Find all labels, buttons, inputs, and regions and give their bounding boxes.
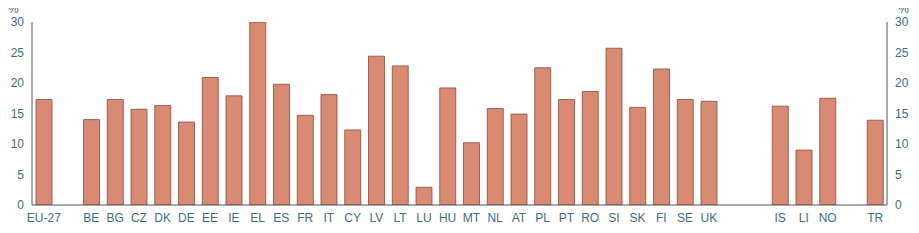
svg-text:PT: PT [559,211,575,225]
svg-text:FR: FR [297,211,313,225]
svg-text:BG: BG [106,211,123,225]
svg-text:10: 10 [895,137,909,151]
svg-text:LT: LT [394,211,408,225]
svg-text:20: 20 [895,76,909,90]
svg-text:FI: FI [656,211,667,225]
svg-text:SI: SI [608,211,619,225]
svg-text:SK: SK [630,211,646,225]
svg-text:0: 0 [895,198,902,212]
svg-text:CY: CY [344,211,361,225]
svg-text:IE: IE [228,211,239,225]
svg-text:MT: MT [463,211,481,225]
svg-text:EU-27: EU-27 [27,211,61,225]
svg-text:25: 25 [11,46,25,60]
svg-text:SE: SE [677,211,693,225]
svg-text:NL: NL [487,211,503,225]
svg-text:LV: LV [369,211,383,225]
svg-text:30: 30 [11,15,25,29]
svg-text:5: 5 [17,168,24,182]
svg-text:EE: EE [202,211,218,225]
svg-text:10: 10 [11,137,25,151]
svg-text:NO: NO [819,211,837,225]
svg-text:5: 5 [895,168,902,182]
svg-text:HU: HU [439,211,456,225]
svg-text:AT: AT [512,211,527,225]
svg-text:LI: LI [799,211,809,225]
svg-text:25: 25 [895,46,909,60]
svg-text:LU: LU [416,211,431,225]
svg-text:EL: EL [250,211,265,225]
svg-text:IT: IT [324,211,335,225]
svg-text:UK: UK [701,211,718,225]
svg-text:20: 20 [11,76,25,90]
svg-text:IS: IS [774,211,785,225]
svg-text:0: 0 [17,198,24,212]
svg-text:BE: BE [83,211,99,225]
svg-text:ES: ES [273,211,289,225]
svg-text:30: 30 [895,15,909,29]
svg-text:RO: RO [581,211,599,225]
svg-text:TR: TR [867,211,883,225]
svg-text:15: 15 [895,107,909,121]
svg-text:DK: DK [154,211,171,225]
svg-text:PL: PL [535,211,550,225]
svg-text:15: 15 [11,107,25,121]
svg-text:DE: DE [178,211,195,225]
svg-text:CZ: CZ [131,211,147,225]
